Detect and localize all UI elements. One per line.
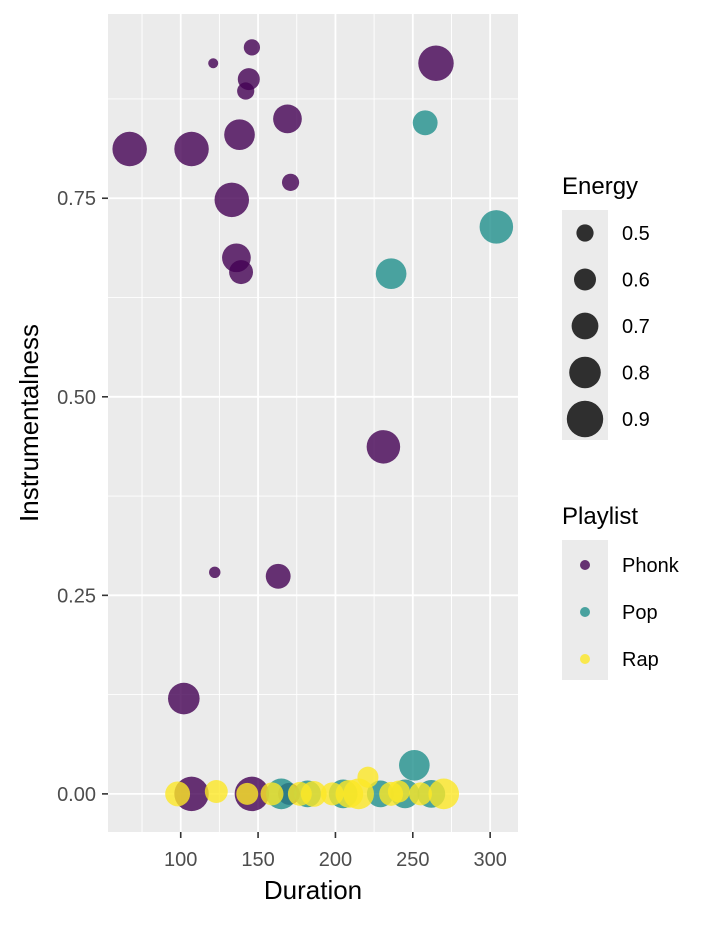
color-legend-label: Pop — [622, 602, 658, 624]
data-point-phonk — [209, 566, 221, 579]
color-legend: Playlist Phonk Pop Rap — [562, 503, 680, 680]
data-point-phonk — [112, 131, 147, 167]
data-point-phonk — [174, 131, 209, 167]
data-point-phonk — [168, 682, 200, 715]
data-point-rap — [357, 766, 379, 788]
y-tick-label: 0.75 — [57, 188, 96, 210]
size-legend-key — [576, 224, 594, 242]
data-point-phonk — [281, 173, 300, 191]
size-legend-key — [574, 268, 596, 291]
data-point-rap — [387, 780, 410, 803]
size-legend-title: Energy — [562, 173, 638, 200]
data-point-phonk — [224, 119, 255, 151]
size-legend-label: 0.9 — [622, 409, 650, 431]
y-tick-label: 0.00 — [57, 784, 96, 806]
y-tick-label: 0.50 — [57, 387, 96, 409]
data-point-phonk — [273, 104, 302, 134]
size-legend-key — [569, 356, 601, 389]
color-legend-label: Rap — [622, 649, 659, 671]
color-legend-key — [580, 607, 590, 617]
data-point-rap — [165, 781, 191, 807]
data-point-rap — [300, 780, 327, 807]
data-point-phonk — [366, 430, 401, 464]
data-point-rap — [236, 782, 259, 805]
size-legend-key — [571, 312, 599, 340]
data-point-rap — [409, 782, 433, 806]
data-point-phonk — [265, 563, 291, 589]
data-point-pop — [412, 110, 438, 136]
data-point-phonk — [243, 39, 261, 56]
data-point-phonk — [237, 82, 255, 100]
data-point-pop — [375, 258, 407, 290]
color-legend-title: Playlist — [562, 503, 638, 530]
y-tick-label: 0.25 — [57, 585, 96, 607]
size-legend-label: 0.7 — [622, 316, 650, 338]
x-tick-label: 100 — [164, 849, 197, 871]
data-point-phonk — [208, 58, 219, 69]
color-legend-key — [580, 654, 590, 664]
x-tick-label: 250 — [396, 849, 429, 871]
data-point-pop — [479, 210, 514, 244]
plot-panel — [108, 14, 518, 832]
y-axis-title: Instrumentalness — [14, 324, 44, 522]
size-legend-label: 0.6 — [622, 270, 650, 292]
size-legend-key — [566, 400, 604, 438]
data-point-phonk — [229, 260, 254, 285]
size-legend-label: 0.8 — [622, 363, 650, 385]
data-point-phonk — [418, 45, 454, 81]
x-tick-label: 300 — [473, 849, 506, 871]
size-legend: Energy 0.5 0.6 0.7 0.8 0.9 — [562, 173, 650, 440]
color-legend-key — [580, 560, 590, 570]
data-point-rap — [260, 782, 284, 806]
data-point-rap — [204, 780, 228, 803]
x-tick-label: 200 — [319, 849, 352, 871]
size-legend-label: 0.5 — [622, 223, 650, 245]
x-tick-label: 150 — [241, 849, 274, 871]
data-point-pop — [399, 749, 430, 781]
data-point-phonk — [214, 182, 250, 218]
x-axis-title: Duration — [264, 875, 362, 905]
data-point-rap — [428, 778, 460, 810]
color-legend-label: Phonk — [622, 555, 680, 577]
